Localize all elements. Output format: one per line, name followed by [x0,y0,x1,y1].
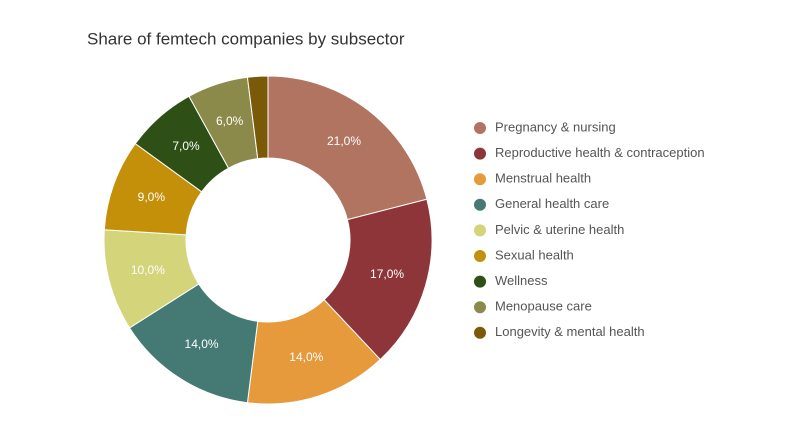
legend-marker [474,147,486,160]
slice-label: 10,0% [131,263,165,277]
legend-label: Pelvic & uterine health [495,222,624,237]
legend-marker [474,224,486,237]
legend-label: Reproductive health & contraception [495,145,705,160]
slice-label: 6,0% [216,114,244,128]
legend-label: Menopause care [495,299,592,314]
slice-label: 21,0% [327,134,361,148]
legend-marker [474,122,486,134]
legend-label: Wellness [495,273,548,288]
slice-label: 9,0% [138,190,166,204]
slice-label: 7,0% [172,139,200,153]
slice-label: 14,0% [289,350,323,364]
legend-marker [474,250,486,262]
legend-label: Menstrual health [495,171,591,186]
chart-title: Share of femtech companies by subsector [87,29,405,48]
legend-marker [474,275,486,288]
slice-label: 17,0% [370,267,404,281]
legend-label: Pregnancy & nursing [495,119,616,134]
legend-label: Longevity & mental health [495,324,645,339]
legend-marker [474,173,486,186]
legend-marker [474,301,486,314]
legend-label: Sexual health [495,247,574,262]
legend-marker [474,326,486,339]
slice [323,198,433,361]
slice [246,75,269,160]
slice-label: 14,0% [185,337,219,351]
legend-label: General health care [495,196,609,211]
slice [267,75,428,221]
legend-marker [474,198,486,211]
